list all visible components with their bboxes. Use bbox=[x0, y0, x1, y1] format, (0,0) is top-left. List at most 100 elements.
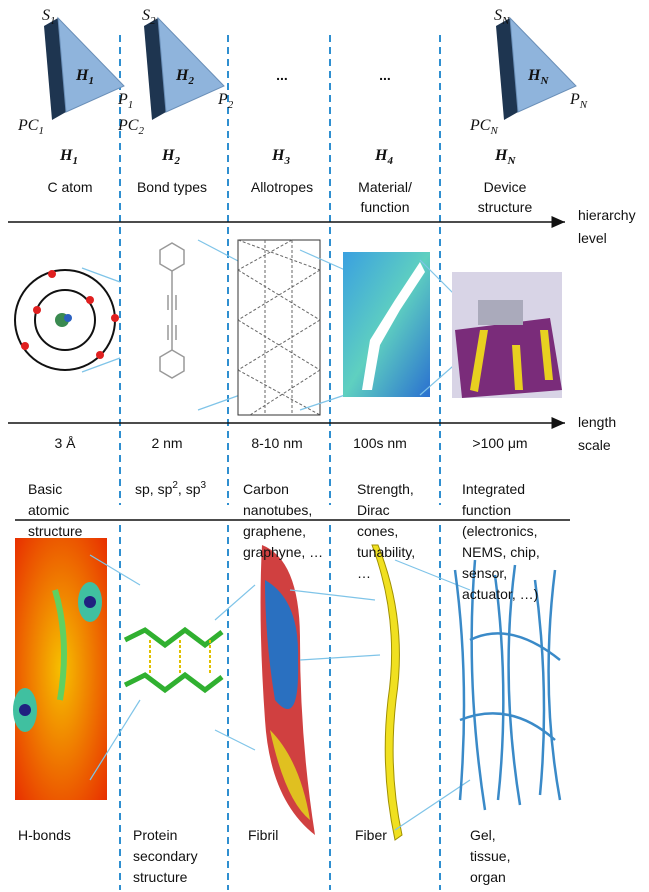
bond-image bbox=[159, 239, 241, 411]
device-image bbox=[452, 272, 562, 398]
level: H2 bbox=[161, 147, 180, 167]
triangle-h-sub: 2 bbox=[187, 75, 194, 87]
description: … bbox=[357, 565, 371, 581]
triangle-p-sub: 2 bbox=[228, 99, 234, 111]
level-sub: 4 bbox=[386, 155, 393, 167]
description: Integrated bbox=[462, 481, 525, 497]
triangle-pc: PCN bbox=[469, 117, 498, 137]
description: structure bbox=[28, 523, 83, 539]
triangle-p-main: P bbox=[117, 91, 128, 108]
bottom-label: Fiber bbox=[355, 827, 387, 843]
atom-image bbox=[14, 267, 121, 373]
description: function bbox=[462, 502, 511, 518]
triangle-edge bbox=[496, 18, 518, 120]
triangle-h-sub: 1 bbox=[88, 75, 94, 87]
description: sp, sp2, sp3 bbox=[135, 480, 207, 497]
triangle-h-main: H bbox=[175, 67, 189, 84]
axis-label: hierarchy bbox=[578, 207, 636, 223]
column-name: Bond types bbox=[137, 179, 207, 195]
triangle-p: PN bbox=[569, 91, 588, 111]
fibril-image bbox=[260, 545, 381, 835]
description: graphyne, … bbox=[243, 544, 323, 560]
triangle-s: SN bbox=[494, 7, 510, 27]
triangle-p-main: P bbox=[217, 91, 228, 108]
column-name: Allotropes bbox=[251, 179, 313, 195]
h-bond-image bbox=[13, 538, 141, 800]
triangle-pc-main: PC bbox=[17, 117, 39, 134]
level-sub: 3 bbox=[283, 155, 290, 167]
description: (electronics, bbox=[462, 523, 537, 539]
bottom-label: H-bonds bbox=[18, 827, 71, 843]
level-main: H bbox=[161, 147, 175, 164]
description-part: sp, sp bbox=[135, 481, 173, 497]
gel-image bbox=[453, 559, 562, 811]
triangle-edge bbox=[44, 18, 66, 120]
length-label: >100 μm bbox=[472, 435, 527, 451]
superscript: 3 bbox=[201, 480, 207, 491]
axis-label: scale bbox=[578, 437, 611, 453]
ellipsis: ... bbox=[379, 67, 391, 83]
bottom-label: Protein bbox=[133, 827, 177, 843]
triangle-pc: PC2 bbox=[117, 117, 144, 137]
triangle-pc: PC1 bbox=[17, 117, 44, 137]
triangle-h: H1 bbox=[75, 67, 94, 87]
triangle-face bbox=[157, 16, 225, 113]
triangle-p: P2 bbox=[217, 91, 234, 111]
triangle-s-main: S bbox=[494, 7, 502, 24]
ellipsis: ... bbox=[276, 67, 288, 83]
column-name: C atom bbox=[47, 179, 92, 195]
description-part: , sp bbox=[178, 481, 201, 497]
triangle-s: S2 bbox=[142, 7, 156, 27]
allotrope-image bbox=[237, 239, 346, 416]
triangle-h: H2 bbox=[175, 67, 194, 87]
bottom-label: Gel, bbox=[470, 827, 496, 843]
description: actuator, …) bbox=[462, 586, 538, 602]
level-main: H bbox=[59, 147, 73, 164]
bottom-label: organ bbox=[470, 869, 506, 885]
triangle-h-main: H bbox=[75, 67, 89, 84]
column-name: Device bbox=[484, 179, 527, 195]
description: Dirac bbox=[357, 502, 390, 518]
bottom-label: tissue, bbox=[470, 848, 510, 864]
column-name: function bbox=[360, 199, 409, 215]
triangle-s-main: S bbox=[142, 7, 150, 24]
triangle-p-sub: 1 bbox=[128, 99, 134, 111]
level-main: H bbox=[494, 147, 508, 164]
triangle-pc-main: PC bbox=[469, 117, 491, 134]
length-label: 2 nm bbox=[151, 435, 182, 451]
dashed-dividers bbox=[119, 35, 441, 890]
column-name: structure bbox=[478, 199, 533, 215]
level: H1 bbox=[59, 147, 78, 167]
triangle-face bbox=[57, 16, 125, 113]
bottom-label: secondary bbox=[133, 848, 198, 864]
protein-image bbox=[123, 584, 256, 751]
description: nanotubes, bbox=[243, 502, 312, 518]
triangle-h: HN bbox=[527, 67, 549, 87]
level-sub: 1 bbox=[72, 155, 78, 167]
axis-label: length bbox=[578, 414, 616, 430]
length-label: 3 Å bbox=[54, 435, 76, 451]
description: atomic bbox=[28, 502, 69, 518]
triangle-pc-sub: 1 bbox=[38, 125, 44, 137]
triangle-pc-main: PC bbox=[117, 117, 139, 134]
superscript: 2 bbox=[172, 480, 178, 491]
triangle-s-sub: 2 bbox=[150, 15, 156, 27]
triangle-h-main: H bbox=[527, 67, 541, 84]
triangle-p-main: P bbox=[569, 91, 580, 108]
level: H3 bbox=[271, 147, 290, 167]
triangle-s-sub: 1 bbox=[50, 15, 56, 27]
bottom-label: Fibril bbox=[248, 827, 278, 843]
description: Strength, bbox=[357, 481, 414, 497]
triangle-face bbox=[509, 16, 577, 113]
triangle-s-sub: N bbox=[501, 15, 510, 27]
length-label: 100s nm bbox=[353, 435, 407, 451]
triangle bbox=[496, 16, 577, 120]
triangle-pc-sub: N bbox=[489, 125, 498, 137]
level-sub: 2 bbox=[173, 155, 180, 167]
triangle-edge bbox=[144, 18, 166, 120]
fiber-image bbox=[371, 544, 471, 841]
description: graphene, bbox=[243, 523, 306, 539]
triangle-pc-sub: 2 bbox=[138, 125, 144, 137]
description: tunability, bbox=[357, 544, 415, 560]
